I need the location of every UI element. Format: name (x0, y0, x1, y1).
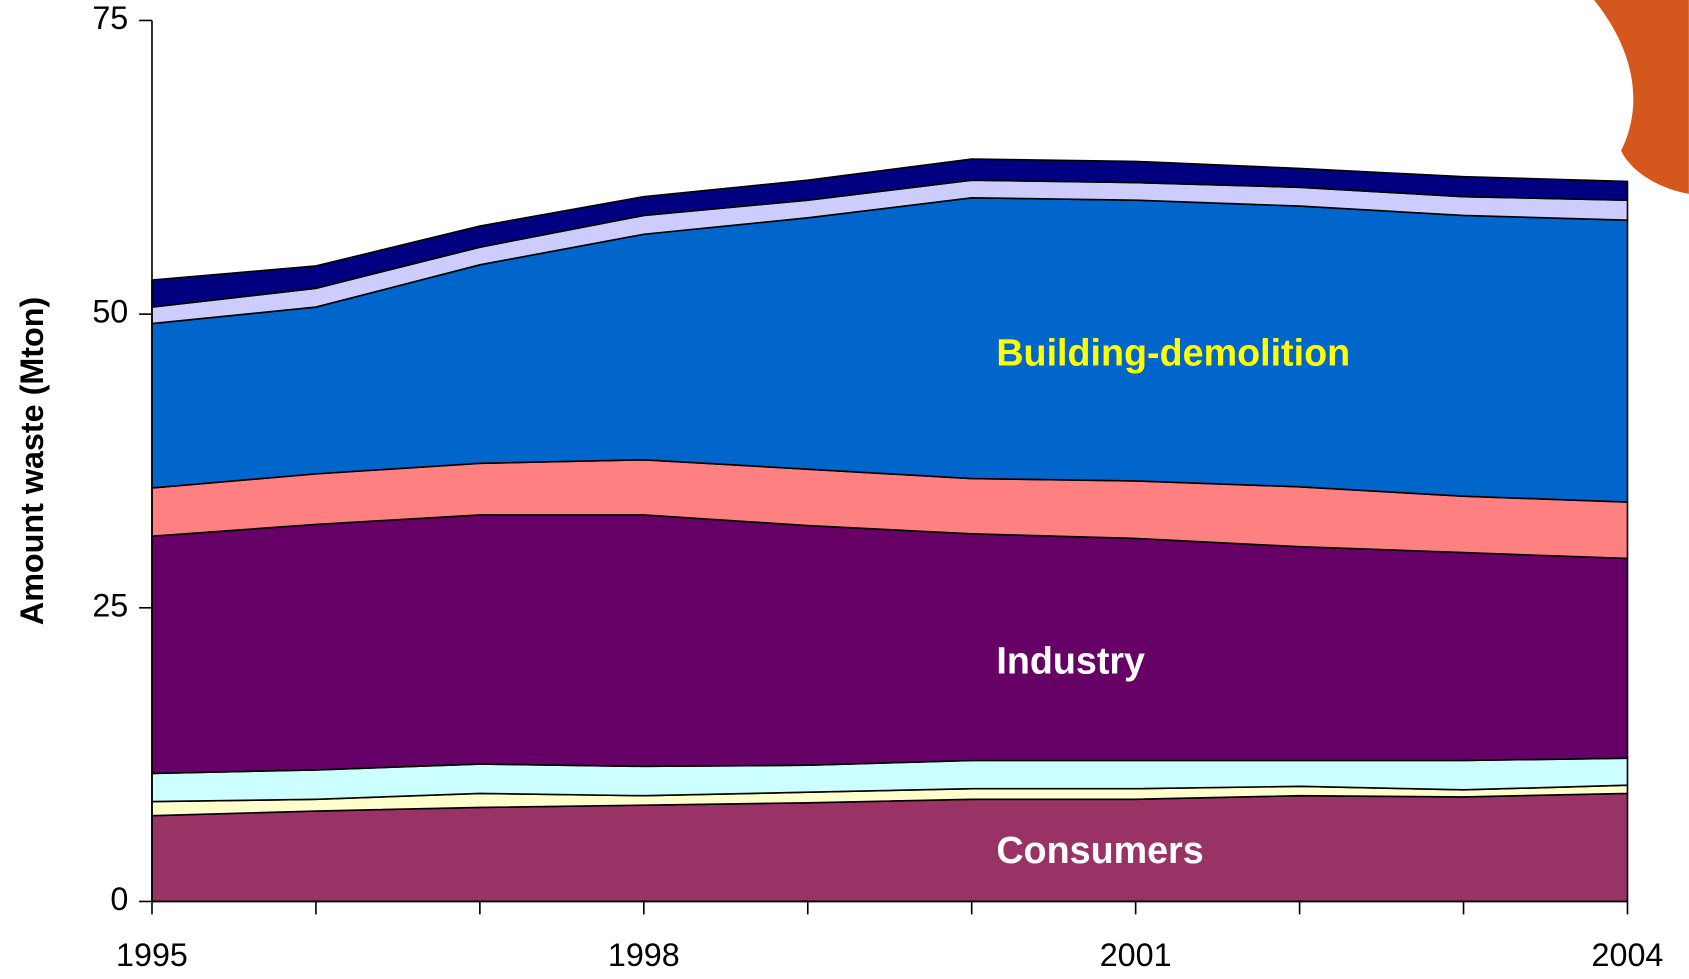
x-tick-label: 2001 (1100, 937, 1172, 973)
y-tick-label: 75 (92, 0, 128, 36)
y-tick-label: 0 (110, 881, 128, 917)
y-axis-label: Amount waste (Mton) (14, 297, 50, 625)
decoration (1594, 0, 1689, 194)
y-tick-label: 25 (92, 587, 128, 623)
area (151, 514, 1629, 775)
area (151, 197, 1629, 503)
series-label: Consumers (996, 829, 1203, 871)
y-tick-label: 50 (92, 294, 128, 330)
x-tick-label: 1995 (116, 937, 188, 973)
x-tick-label: 1998 (608, 937, 680, 973)
series-label: Building-demolition (996, 331, 1350, 373)
series-label: Industry (996, 639, 1145, 681)
area (151, 158, 1629, 308)
x-tick-label: 2004 (1592, 937, 1664, 973)
